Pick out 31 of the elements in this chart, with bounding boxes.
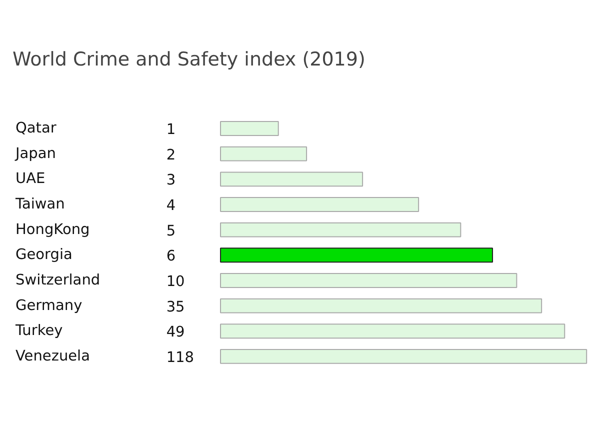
- text: 6: [166, 248, 176, 265]
- text: 2: [166, 147, 176, 164]
- y-tick-label: Germany: [16, 298, 83, 314]
- y-tick-label: Switzerland: [16, 272, 100, 288]
- text: 35: [166, 299, 185, 316]
- bar: [220, 273, 518, 288]
- y-tick-label: UAE: [16, 171, 46, 188]
- y-tick-label: Venezuela: [16, 348, 90, 364]
- y-tick-label: Japan: [14, 146, 56, 162]
- bar: [220, 349, 588, 364]
- bar: [220, 121, 279, 136]
- y-tick-label: Qatar: [16, 120, 56, 137]
- text: 5: [166, 223, 176, 240]
- y-tick-label: Taiwan: [14, 196, 65, 212]
- bar: [220, 172, 364, 187]
- text: 10: [166, 274, 185, 290]
- bar: [220, 324, 566, 339]
- bar: [220, 146, 308, 162]
- bar: [220, 298, 542, 314]
- bar: [220, 222, 462, 238]
- text: 1: [166, 122, 176, 138]
- chart-title: World Crime and Safety index (2019): [12, 48, 366, 70]
- y-tick-label: Georgia: [16, 247, 72, 264]
- text: 3: [166, 172, 176, 189]
- y-tick-label: Turkey: [14, 323, 64, 340]
- text: 4: [166, 198, 176, 214]
- bar: [220, 248, 494, 263]
- text: 118: [166, 350, 194, 366]
- text: 49: [166, 324, 185, 341]
- bar: [220, 197, 420, 212]
- y-tick-label: HongKong: [16, 222, 90, 238]
